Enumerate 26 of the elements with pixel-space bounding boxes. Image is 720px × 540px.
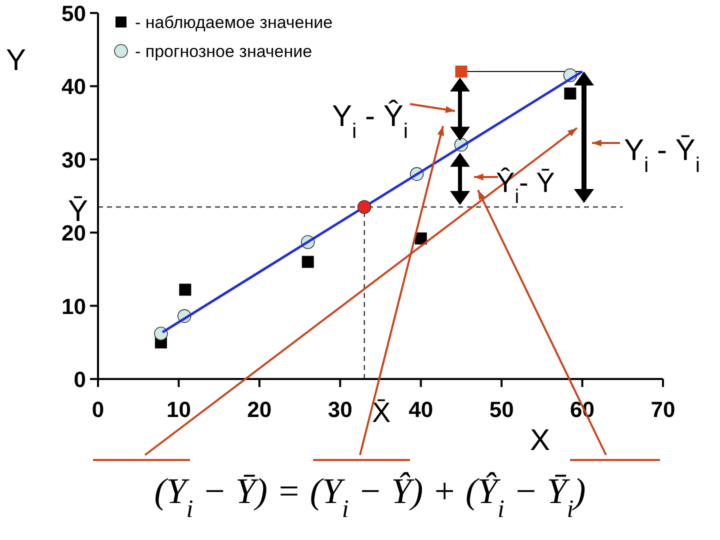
legend-label: - прогнозное значение [135, 42, 312, 61]
y-tick-label: 10 [62, 294, 86, 319]
annotation: Y$_{i}$ - Ŷ$_{i}$ [332, 99, 408, 142]
x-tick-label: 10 [166, 397, 191, 422]
x-tick-label: 50 [489, 397, 514, 422]
y-tick-label: 50 [62, 1, 86, 26]
x-axis-title: X [530, 424, 550, 457]
ref-line-label: X̄ [372, 397, 392, 428]
annotation: Y$_{i}$ - Ȳ$_{i}$ [624, 134, 700, 176]
x-tick-label: 70 [650, 397, 676, 422]
point [564, 88, 576, 100]
point [455, 66, 468, 78]
x-tick-label: 0 [92, 397, 104, 422]
y-tick-label: 40 [62, 74, 86, 100]
x-tick-label: 20 [247, 397, 272, 422]
y-axis-title: Y [6, 44, 26, 77]
point [357, 200, 372, 214]
x-tick-label: 40 [408, 397, 434, 422]
y-tick-label: 0 [74, 367, 86, 392]
x-tick-label: 30 [328, 397, 352, 422]
point [154, 326, 168, 341]
legend-label: - наблюдаемое значение [135, 13, 333, 32]
y-tick-label: 30 [62, 147, 86, 172]
point [179, 284, 192, 296]
point [302, 256, 314, 268]
text: (Y$_{i}$ − Ȳ) = (Y$_{i}$ − Ŷ) + (Ŷ$_{i}$ − Ȳ$_{i}$) [154, 471, 586, 522]
